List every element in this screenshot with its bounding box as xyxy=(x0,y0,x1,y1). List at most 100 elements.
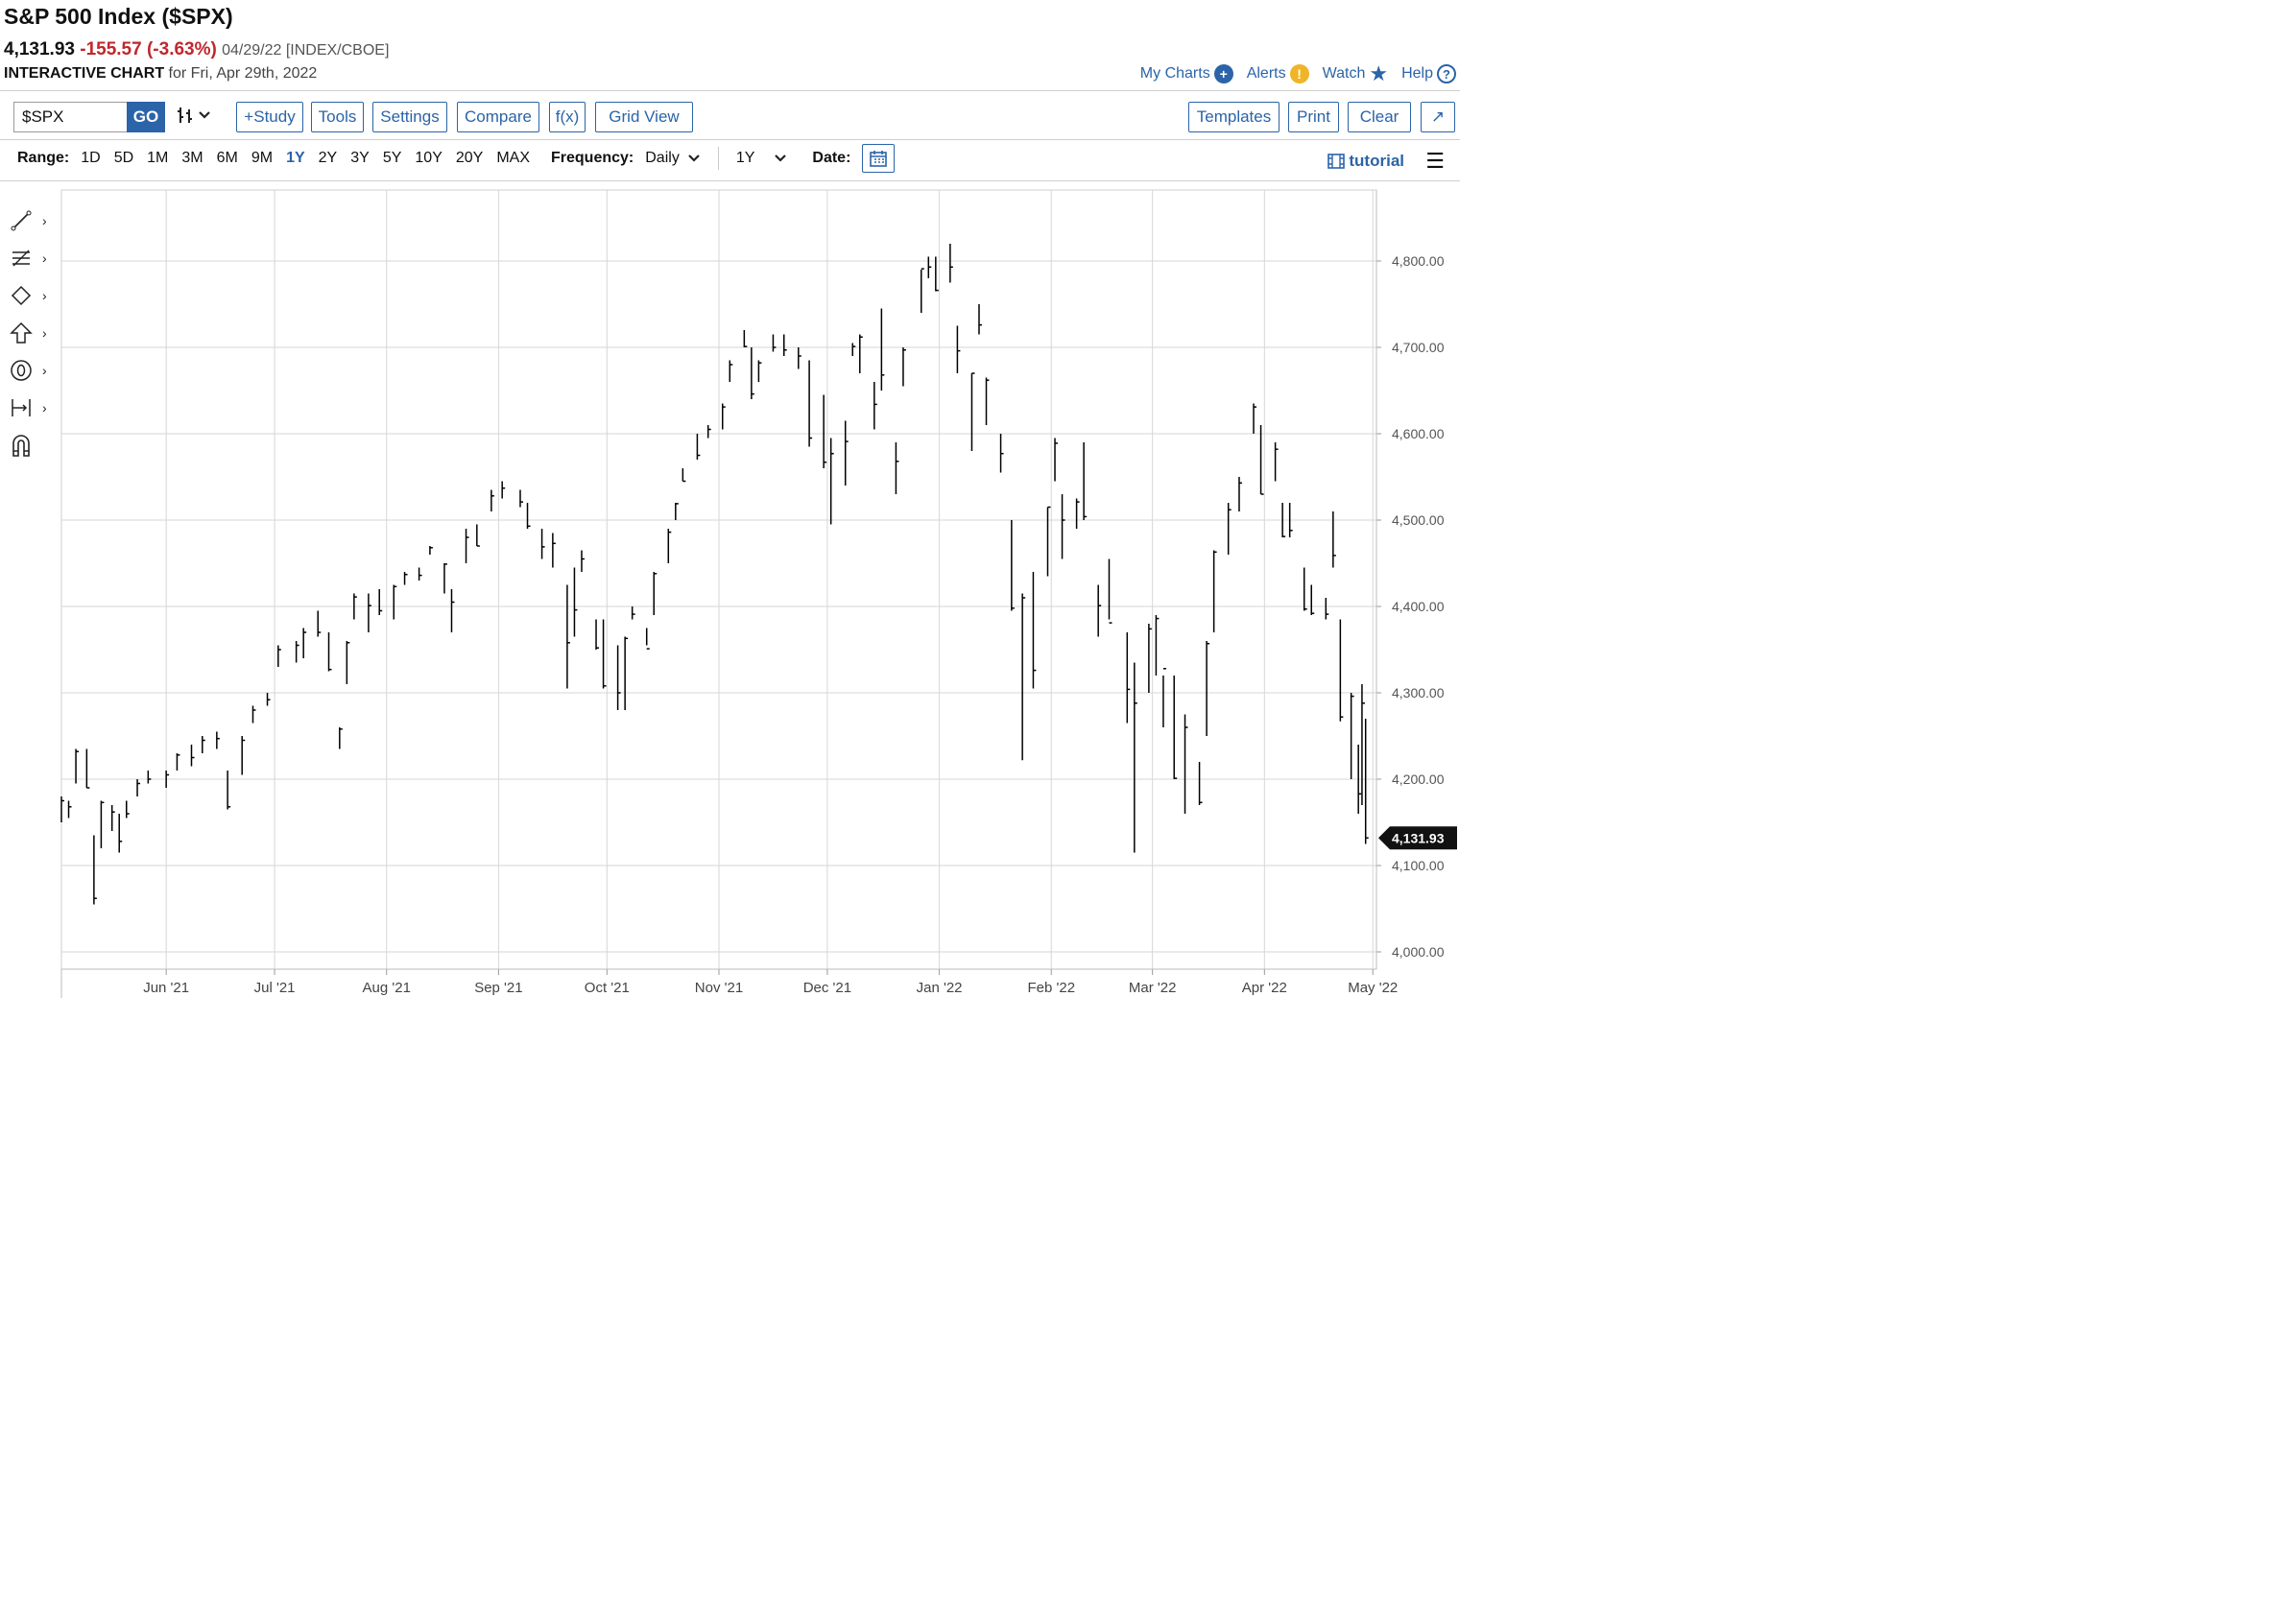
shape-tool-icon xyxy=(11,285,32,306)
grid-view-button[interactable]: Grid View xyxy=(595,102,693,132)
toolbar-divider xyxy=(0,139,1460,140)
x-tick-label: May '22 xyxy=(1348,980,1398,996)
top-links: My Charts + Alerts ! Watch ★ Help ? xyxy=(1140,61,1456,85)
range-option-max[interactable]: MAX xyxy=(496,150,530,166)
range-option-5d[interactable]: 5D xyxy=(113,150,134,166)
range-option-3y[interactable]: 3Y xyxy=(350,150,370,166)
chart-subtitle: INTERACTIVE CHART for Fri, Apr 29th, 202… xyxy=(4,65,317,83)
help-link[interactable]: Help ? xyxy=(1401,64,1456,83)
watch-link[interactable]: Watch ★ xyxy=(1322,61,1389,85)
symbol-input[interactable] xyxy=(13,102,127,132)
range-option-9m[interactable]: 9M xyxy=(251,150,274,166)
chart-type-label: INTERACTIVE CHART xyxy=(4,65,165,82)
measure-tool-icon xyxy=(12,399,31,416)
chevron-down-icon xyxy=(688,154,700,162)
x-tick-label: Apr '22 xyxy=(1242,980,1287,996)
line-tool-button[interactable]: › xyxy=(10,208,52,233)
tutorial-link[interactable]: tutorial xyxy=(1327,152,1404,171)
ohlc-bars-icon xyxy=(178,107,192,123)
period-dropdown[interactable]: 1Y xyxy=(736,150,788,167)
film-icon xyxy=(1327,154,1346,169)
x-tick-label: Jun '21 xyxy=(143,980,189,996)
x-tick-label: Sep '21 xyxy=(474,980,522,996)
study-button[interactable]: +Study xyxy=(236,102,303,132)
period-value: 1Y xyxy=(735,150,755,166)
chart-date-label: for Fri, Apr 29th, 2022 xyxy=(164,65,318,82)
chevron-right-icon: › xyxy=(42,400,47,415)
x-tick-label: Mar '22 xyxy=(1129,980,1177,996)
alert-icon: ! xyxy=(1289,64,1309,83)
last-price-tag xyxy=(1378,826,1457,850)
star-icon: ★ xyxy=(1369,61,1389,85)
chevron-right-icon: › xyxy=(42,363,47,378)
x-tick-label: Feb '22 xyxy=(1027,980,1075,996)
y-tick-label: 4,400.00 xyxy=(1392,599,1445,614)
x-tick-label: Nov '21 xyxy=(695,980,743,996)
range-option-3m[interactable]: 3M xyxy=(181,150,203,166)
chevron-down-icon xyxy=(199,111,210,119)
frequency-dropdown[interactable]: Daily xyxy=(645,150,701,167)
range-divider xyxy=(717,147,719,170)
range-bar: Range: 1D 5D 1M 3M 6M 9M 1Y 2Y 3Y 5Y 10Y 20Y MAX Fre… xyxy=(17,144,896,173)
chart-style-dropdown[interactable] xyxy=(175,105,211,126)
magnet-icon xyxy=(12,435,30,457)
range-option-20y[interactable]: 20Y xyxy=(455,150,484,166)
range-option-5y[interactable]: 5Y xyxy=(382,150,402,166)
fx-button[interactable]: f(x) xyxy=(549,102,586,132)
range-option-1y[interactable]: 1Y xyxy=(286,150,305,166)
date-label: Date: xyxy=(812,150,851,166)
x-tick-label: Aug '21 xyxy=(363,980,411,996)
fib-tool-button[interactable]: › xyxy=(10,246,52,271)
x-tick-label: Dec '21 xyxy=(803,980,851,996)
chevron-right-icon: › xyxy=(42,325,47,341)
alerts-link[interactable]: Alerts ! xyxy=(1247,64,1309,83)
hamburger-menu-icon[interactable]: ☰ xyxy=(1425,149,1445,173)
range-label: Range: xyxy=(17,150,70,166)
range-options: 1D 5D 1M 3M 6M 9M 1Y 2Y 3Y 5Y 10Y 20Y MAX xyxy=(81,150,543,167)
range-option-6m[interactable]: 6M xyxy=(216,150,238,166)
x-tick-label: Jul '21 xyxy=(254,980,296,996)
go-button[interactable]: GO xyxy=(127,102,165,132)
header-divider xyxy=(0,90,1460,91)
y-tick-label: 4,200.00 xyxy=(1392,771,1445,787)
page-title: S&P 500 Index ($SPX) xyxy=(4,4,233,29)
price-quote: 4,131.93 -155.57 (-3.63%) 04/29/22 [INDE… xyxy=(4,39,389,60)
range-option-1d[interactable]: 1D xyxy=(81,150,101,166)
clear-button[interactable]: Clear xyxy=(1348,102,1411,132)
range-option-2y[interactable]: 2Y xyxy=(318,150,338,166)
settings-button[interactable]: Settings xyxy=(372,102,447,132)
rangebar-divider xyxy=(0,180,1460,181)
tutorial-label: tutorial xyxy=(1349,152,1404,170)
y-tick-label: 4,000.00 xyxy=(1392,944,1445,960)
magnet-button[interactable] xyxy=(10,433,52,458)
price-change: -155.57 (-3.63%) xyxy=(80,39,217,59)
my-charts-link[interactable]: My Charts + xyxy=(1140,64,1233,83)
shape-tool-button[interactable]: › xyxy=(10,283,52,308)
y-tick-label: 4,100.00 xyxy=(1392,858,1445,873)
measure-tool-button[interactable]: › xyxy=(10,395,52,420)
watch-label: Watch xyxy=(1322,65,1366,82)
arrow-tool-button[interactable]: › xyxy=(10,320,52,345)
date-picker-button[interactable] xyxy=(862,144,896,173)
expand-button[interactable]: ↗ xyxy=(1421,102,1455,132)
frequency-value: Daily xyxy=(645,150,680,166)
calendar-icon xyxy=(870,151,888,167)
last-price: 4,131.93 xyxy=(4,39,75,59)
chevron-right-icon: › xyxy=(42,250,47,266)
text-tool-icon xyxy=(11,360,32,381)
range-option-10y[interactable]: 10Y xyxy=(415,150,442,166)
print-button[interactable]: Print xyxy=(1288,102,1339,132)
tools-button[interactable]: Tools xyxy=(311,102,364,132)
text-tool-button[interactable]: › xyxy=(10,358,52,383)
range-option-1m[interactable]: 1M xyxy=(147,150,169,166)
chevron-right-icon: › xyxy=(42,288,47,303)
y-tick-label: 4,500.00 xyxy=(1392,512,1445,528)
templates-button[interactable]: Templates xyxy=(1188,102,1280,132)
compare-button[interactable]: Compare xyxy=(457,102,539,132)
chart-svg[interactable]: 4,000.00 4,100.00 4,200.00 4,300.00 4,400.00… xyxy=(0,167,1479,1008)
help-label: Help xyxy=(1401,65,1433,82)
y-tick-label: 4,300.00 xyxy=(1392,685,1445,700)
arrow-tool-icon xyxy=(10,321,33,344)
price-chart[interactable]: 4,000.00 4,100.00 4,200.00 4,300.00 4,400.00… xyxy=(0,167,1479,1008)
y-tick-label: 4,600.00 xyxy=(1392,426,1445,441)
